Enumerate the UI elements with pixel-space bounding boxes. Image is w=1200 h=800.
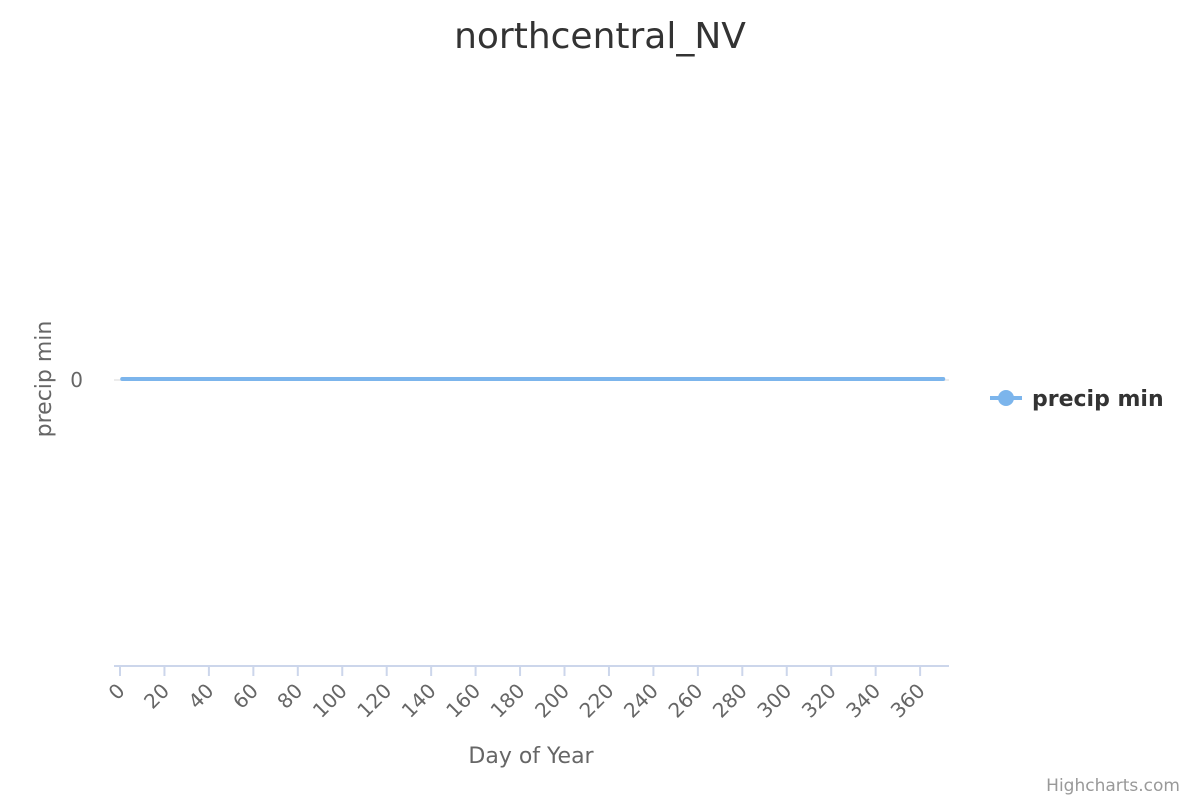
legend-marker-symbol xyxy=(998,390,1014,406)
y-axis-title: precip min xyxy=(32,321,57,438)
y-tick-labels: 0 xyxy=(70,368,83,392)
x-ticks xyxy=(119,666,922,676)
x-axis-title: Day of Year xyxy=(468,744,594,769)
legend-item-precip-min[interactable]: precip min xyxy=(1032,387,1164,412)
legend[interactable]: precip min xyxy=(990,387,1164,412)
credits-link[interactable]: Highcharts.com xyxy=(1046,776,1180,796)
y-axis: precip min 0 xyxy=(32,321,83,438)
chart-title: northcentral_NV xyxy=(454,16,746,57)
plot-area xyxy=(114,377,949,381)
y-tick-label: 0 xyxy=(70,368,83,392)
